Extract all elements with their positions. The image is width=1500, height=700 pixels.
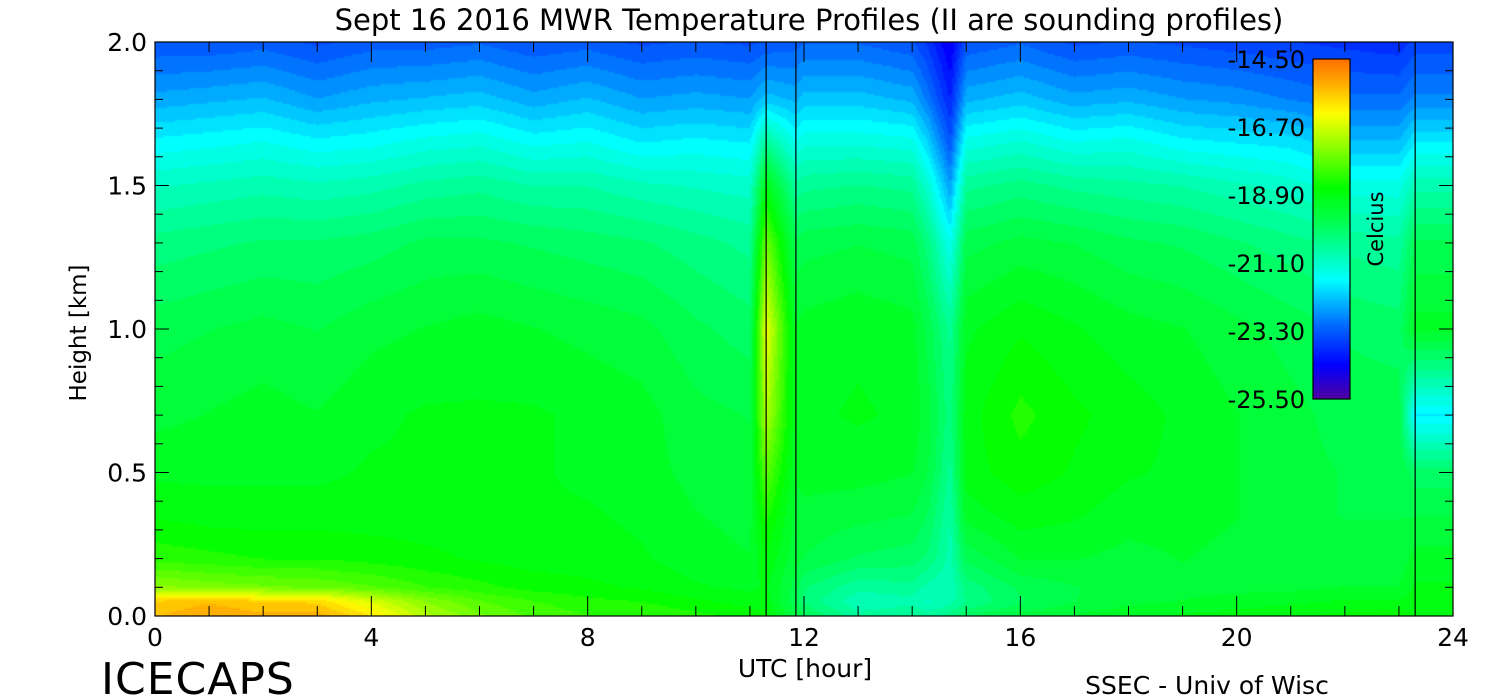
credit-text: SSEC - Univ of Wisc bbox=[1085, 671, 1329, 700]
x-tick-label: 20 bbox=[1221, 623, 1253, 652]
x-axis-label: UTC [hour] bbox=[738, 654, 872, 683]
colorbar-tick-label: -16.70 bbox=[1228, 114, 1305, 142]
y-tick-label: 1.5 bbox=[107, 172, 147, 201]
x-tick-label: 8 bbox=[580, 623, 596, 652]
y-axis-ticks: 0.0 0.5 1.0 1.5 2.0 bbox=[107, 28, 1453, 631]
x-tick-label: 4 bbox=[363, 623, 379, 652]
colorbar-ticks: -14.50 -16.70 -18.90 -21.10 -23.30 -25.50 bbox=[1228, 46, 1305, 414]
chart-title: Sept 16 2016 MWR Temperature Profiles (I… bbox=[335, 3, 1284, 37]
colorbar-label: Celcius bbox=[1364, 191, 1388, 266]
colorbar-gradient bbox=[1313, 59, 1350, 399]
x-tick-label: 16 bbox=[1004, 623, 1036, 652]
y-tick-label: 2.0 bbox=[107, 28, 147, 57]
colorbar-tick-label: -14.50 bbox=[1228, 46, 1305, 74]
x-tick-label: 12 bbox=[788, 623, 820, 652]
temperature-heatmap bbox=[155, 42, 1453, 616]
y-tick-label: 0.5 bbox=[107, 459, 147, 488]
colorbar-tick-label: -25.50 bbox=[1228, 386, 1305, 414]
colorbar-tick-label: -21.10 bbox=[1228, 250, 1305, 278]
x-tick-label: 24 bbox=[1437, 623, 1469, 652]
x-axis-ticks: 0 4 8 12 16 20 24 bbox=[147, 42, 1469, 652]
colorbar-tick-label: -23.30 bbox=[1228, 318, 1305, 346]
y-tick-label: 0.0 bbox=[107, 602, 147, 631]
colorbar-frame bbox=[1312, 58, 1351, 400]
colorbar-tick-label: -18.90 bbox=[1228, 182, 1305, 210]
y-axis-label: Height [km] bbox=[66, 264, 92, 401]
sounding-profile-markers bbox=[765, 42, 1416, 616]
y-tick-label: 1.0 bbox=[107, 315, 147, 344]
project-logo-text: ICECAPS bbox=[101, 654, 295, 700]
x-tick-label: 0 bbox=[147, 623, 163, 652]
